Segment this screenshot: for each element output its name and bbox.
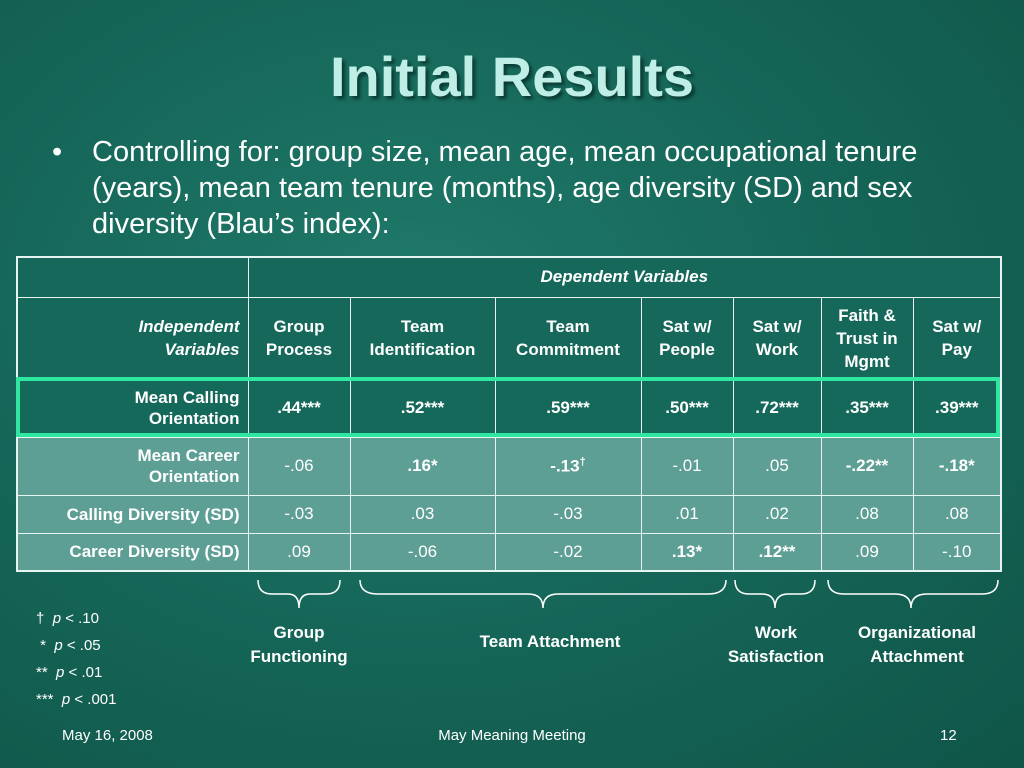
table-cell: -.06 [247, 436, 351, 496]
table-cell: .50*** [640, 378, 734, 438]
column-header-sat-people: Sat w/People [640, 296, 734, 380]
table-cell: .12** [732, 532, 822, 572]
table-cell: .01 [640, 494, 734, 534]
table-cell: -.10 [912, 532, 1002, 572]
team-attachment-label: Team Attachment [479, 632, 621, 651]
note-dagger: † p < .10 [36, 610, 99, 627]
table-row: Mean Career Orientation -.06 .16* -.13† -… [16, 436, 1002, 496]
row-label: Calling Diversity (SD) [16, 494, 249, 534]
row-label: Career Diversity (SD) [16, 532, 249, 572]
grouping-braces [257, 579, 999, 609]
slide-title: Initial Results [329, 45, 695, 108]
dagger-mark: † [579, 455, 586, 468]
brace-team-attachment [359, 579, 727, 609]
table-cell: -.03 [494, 494, 642, 534]
table-cell: .09 [247, 532, 351, 572]
note-two-star: ** p < .01 [36, 664, 103, 681]
table-cell: .05 [732, 436, 822, 496]
table-cell: .35*** [820, 378, 914, 438]
table-cell: -.02 [494, 532, 642, 572]
organizational-attachment-label: Organizational Attachment [857, 623, 977, 666]
column-header-sat-pay: Sat w/Pay [912, 296, 1002, 380]
independent-variables-header: Independent Variables [16, 296, 249, 380]
table-cell: .59*** [494, 378, 642, 438]
column-header-team-identification: Team Identification [349, 296, 496, 380]
table-cell: .72*** [732, 378, 822, 438]
brace-group-functioning [257, 579, 341, 609]
significance-notes: † p < .10 * p < .05 ** p < .01 *** p < .… [36, 605, 117, 713]
table-cell: .08 [912, 494, 1002, 534]
column-header-group-process: Group Process [247, 296, 351, 380]
table-cell: -.22** [820, 436, 914, 496]
note-three-star: *** p < .001 [36, 691, 117, 708]
table-row: Mean Calling Orientation .44*** .52*** .5… [16, 378, 1002, 438]
table-row: Career Diversity (SD) .09 -.06 -.02 .13*… [16, 532, 1002, 572]
table-cell: .16* [349, 436, 496, 496]
table-cell: .08 [820, 494, 914, 534]
table-cell: -.01 [640, 436, 734, 496]
table-cell: -.18* [912, 436, 1002, 496]
table-cell: .52*** [349, 378, 496, 438]
column-header-team-commitment: Team Commitment [494, 296, 642, 380]
brace-work-satisfaction [734, 579, 816, 609]
brace-organizational-attachment [827, 579, 999, 609]
row-label: Mean Career Orientation [16, 436, 249, 496]
table-cell: .13* [640, 532, 734, 572]
column-header-faith-trust: Faith & Trust in Mgmt [820, 296, 914, 380]
table-row: Calling Diversity (SD) -.03 .03 -.03 .01… [16, 494, 1002, 534]
table-cell: .03 [349, 494, 496, 534]
bullet-point: • Controlling for: group size, mean age,… [52, 134, 982, 242]
footer-date: May 16, 2008 [62, 727, 153, 744]
bullet-dot-icon: • [52, 136, 63, 168]
table-cell: .39*** [912, 378, 1002, 438]
footer-event: May Meaning Meeting [438, 727, 586, 744]
table-corner-cell [16, 256, 249, 298]
table-cell: .44*** [247, 378, 351, 438]
bullet-text: Controlling for: group size, mean age, m… [92, 136, 918, 240]
table-cell: .09 [820, 532, 914, 572]
table-cell: -.13† [494, 436, 642, 496]
table-cell: -.03 [247, 494, 351, 534]
results-table: Dependent Variables Independent Variable… [16, 256, 1003, 572]
work-satisfaction-label: Work Satisfaction [727, 623, 825, 666]
column-header-sat-work: Sat w/Work [732, 296, 822, 380]
group-functioning-label: Group Functioning [250, 623, 348, 666]
table-cell: -.06 [349, 532, 496, 572]
note-star: * p < .05 [40, 637, 101, 654]
footer-page-number: 12 [940, 727, 957, 744]
table-cell: .02 [732, 494, 822, 534]
dependent-variables-header: Dependent Variables [247, 256, 1002, 298]
row-label: Mean Calling Orientation [16, 378, 249, 438]
